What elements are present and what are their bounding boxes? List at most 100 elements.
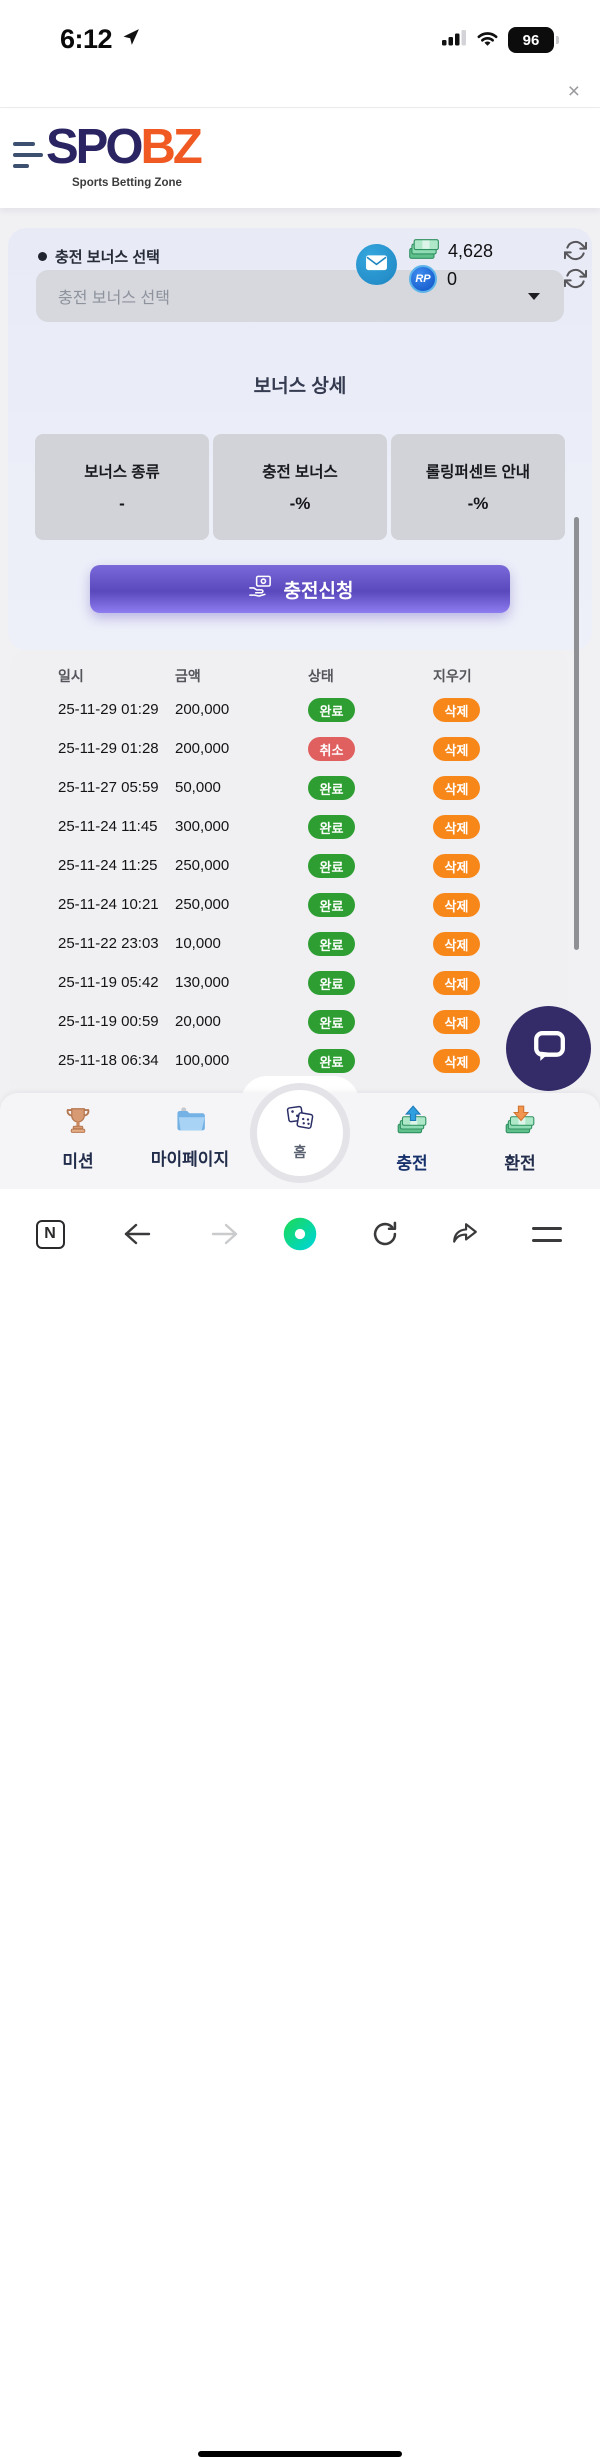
row-date: 25-11-18 06:34	[58, 1052, 159, 1069]
row-date: 25-11-27 05:59	[58, 779, 159, 796]
message-button[interactable]	[356, 244, 397, 285]
delete-button[interactable]: 삭제	[433, 971, 480, 995]
logo-text-primary: SPO	[46, 120, 143, 174]
bonus-type-box: 보너스 종류 -	[35, 434, 209, 540]
charge-bonus-box: 충전 보너스 -%	[213, 434, 387, 540]
box-title: 보너스 종류	[84, 464, 160, 481]
col-header-status: 상태	[308, 668, 334, 684]
browser-menu-icon[interactable]	[530, 1217, 564, 1251]
status-bar: 6:12 96	[0, 0, 600, 80]
trophy-icon	[63, 1105, 93, 1140]
col-header-date: 일시	[58, 668, 84, 684]
delete-button[interactable]: 삭제	[433, 776, 480, 800]
deposit-money-icon	[395, 1105, 429, 1142]
row-date: 25-11-22 23:03	[58, 935, 159, 952]
row-amount: 250,000	[175, 857, 230, 874]
row-amount: 300,000	[175, 818, 230, 835]
table-row: 25-11-19 00:59 20,000 완료 삭제	[10, 1002, 568, 1041]
envelope-icon	[365, 253, 388, 277]
table-row: 25-11-24 10:21 250,000 완료 삭제	[10, 885, 568, 924]
row-amount: 130,000	[175, 974, 230, 991]
live-chat-button[interactable]	[506, 1006, 591, 1091]
row-amount: 50,000	[175, 779, 221, 796]
cellular-signal-icon	[442, 29, 467, 51]
delete-button[interactable]: 삭제	[433, 815, 480, 839]
row-date: 25-11-19 05:42	[58, 974, 159, 991]
row-date: 25-11-24 11:25	[58, 857, 158, 874]
refresh-page-icon[interactable]	[368, 1217, 402, 1251]
box-value: -%	[289, 494, 311, 513]
refresh-cash-icon[interactable]	[563, 239, 588, 267]
row-date: 25-11-24 10:21	[58, 896, 159, 913]
status-badge: 완료	[308, 698, 355, 722]
row-amount: 200,000	[175, 701, 230, 718]
charge-request-button[interactable]: 충전신청	[90, 565, 510, 613]
status-badge: 완료	[308, 1010, 355, 1034]
row-amount: 20,000	[175, 1013, 221, 1030]
withdraw-money-icon	[503, 1105, 537, 1142]
dice-icon	[284, 1104, 316, 1139]
cash-balance: 4,628	[448, 241, 494, 261]
home-indicator[interactable]	[198, 2451, 402, 2457]
nav-item-home[interactable]: 홈	[250, 1083, 350, 1183]
table-row: 25-11-19 05:42 130,000 완료 삭제	[10, 963, 568, 1002]
forward-arrow-icon	[208, 1217, 242, 1251]
section-label-text: 충전 보너스 선택	[55, 249, 160, 266]
naver-app-icon[interactable]: N	[33, 1217, 67, 1251]
status-badge: 완료	[308, 893, 355, 917]
bonus-select-dropdown[interactable]: 충전 보너스 선택	[36, 270, 564, 322]
folder-icon	[174, 1105, 206, 1138]
site-logo[interactable]: SPOBZ	[46, 119, 203, 175]
status-badge: 취소	[308, 737, 355, 761]
charge-request-label: 충전신청	[283, 580, 354, 602]
row-date: 25-11-29 01:28	[58, 740, 159, 757]
box-value: -	[119, 494, 125, 513]
logo-text-secondary: BZ	[140, 120, 202, 174]
refresh-point-icon[interactable]	[563, 267, 588, 295]
status-badge: 완료	[308, 776, 355, 800]
clock-time: 6:12	[60, 24, 113, 54]
delete-button[interactable]: 삭제	[433, 1049, 480, 1073]
bonus-detail-title: 보너스 상세	[253, 376, 347, 397]
nav-item-mission[interactable]: 미션	[28, 1105, 128, 1172]
col-header-action: 지우기	[433, 668, 472, 684]
box-value: -%	[467, 494, 489, 513]
battery-indicator: 96	[508, 27, 559, 53]
battery-percent: 96	[522, 31, 540, 49]
delete-button[interactable]: 삭제	[433, 1010, 480, 1034]
menu-hamburger-icon[interactable]	[13, 142, 47, 172]
chevron-down-icon	[528, 293, 540, 300]
nav-item-withdraw[interactable]: 환전	[470, 1105, 570, 1174]
delete-button[interactable]: 삭제	[433, 854, 480, 878]
naver-home-button[interactable]	[283, 1217, 317, 1251]
delete-button[interactable]: 삭제	[433, 698, 480, 722]
nav-label-withdraw: 환전	[504, 1154, 536, 1173]
row-amount: 10,000	[175, 935, 221, 952]
browser-bottom-bar: N	[0, 1189, 600, 2457]
wifi-icon	[475, 29, 500, 52]
back-arrow-icon[interactable]	[120, 1217, 154, 1251]
table-row: 25-11-29 01:29 200,000 완료 삭제	[10, 690, 568, 729]
row-amount: 250,000	[175, 896, 230, 913]
delete-button[interactable]: 삭제	[433, 932, 480, 956]
history-table-header: 일시 금액 상태 지우기	[10, 666, 568, 686]
charge-bonus-panel: 충전 보너스 선택 충전 보너스 선택 보너스 상세 보너스 종류 - 충전 보…	[8, 228, 592, 650]
chat-bubble-icon	[526, 1025, 571, 1073]
scrollbar-thumb[interactable]	[574, 517, 579, 950]
status-badge: 완료	[308, 971, 355, 995]
nav-item-deposit[interactable]: 충전	[362, 1105, 462, 1174]
rolling-percent-box: 롤링퍼센트 안내 -%	[391, 434, 565, 540]
share-icon[interactable]	[448, 1217, 482, 1251]
close-tab-icon[interactable]: ×	[567, 80, 580, 103]
table-row: 25-11-24 11:45 300,000 완료 삭제	[10, 807, 568, 846]
box-title: 충전 보너스	[262, 464, 338, 481]
nav-label-home: 홈	[293, 1144, 307, 1160]
delete-button[interactable]: 삭제	[433, 893, 480, 917]
delete-button[interactable]: 삭제	[433, 737, 480, 761]
browser-url-bar[interactable]: spo01.com	[0, 80, 600, 182]
nav-item-mypage[interactable]: 마이페이지	[140, 1105, 240, 1170]
location-arrow-icon	[121, 27, 141, 52]
col-header-amount: 금액	[175, 668, 201, 684]
table-row: 25-11-24 11:25 250,000 완료 삭제	[10, 846, 568, 885]
status-badge: 완료	[308, 815, 355, 839]
